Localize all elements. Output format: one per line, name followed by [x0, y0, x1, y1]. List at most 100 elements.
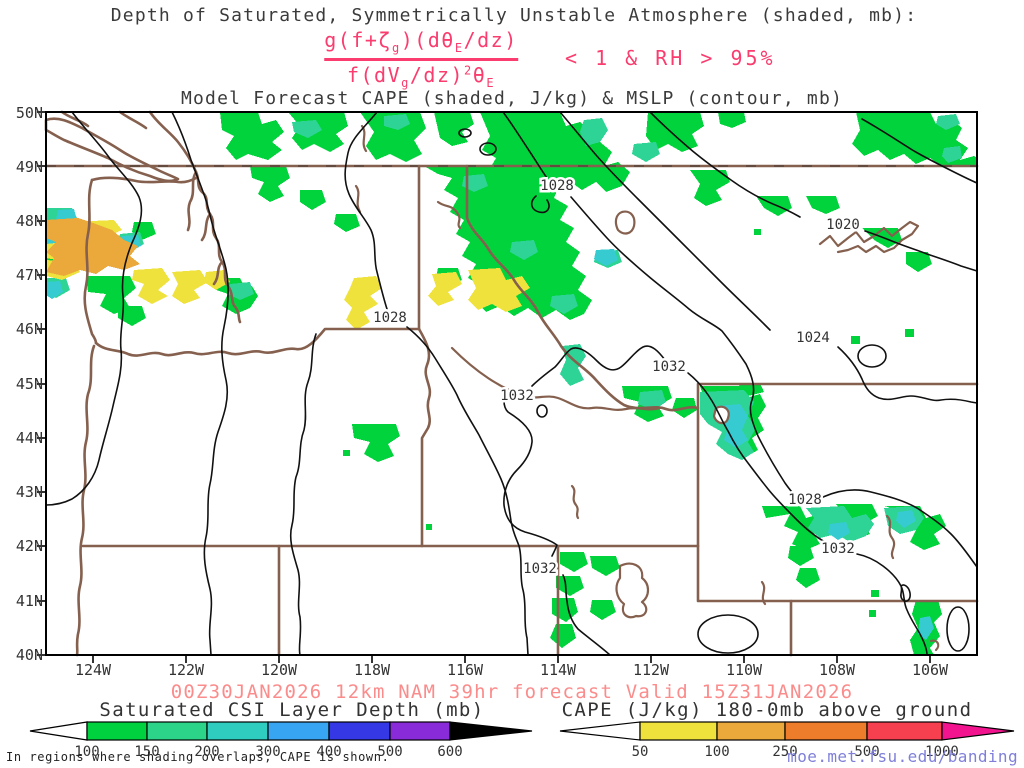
- contour-oval-3: [857, 344, 887, 368]
- lat-label: 47N: [16, 266, 43, 284]
- lat-label: 46N: [16, 320, 43, 338]
- north-platte-river: [885, 514, 896, 560]
- contour-coast: [45, 111, 143, 506]
- colorbar-segment: [716, 721, 786, 741]
- latitude-axis: 50N 49N 48N 47N 46N 45N 44N 43N 42N 41N …: [16, 104, 43, 664]
- subtitle: Model Forecast CAPE (shaded, J/kg) & MSL…: [180, 88, 844, 109]
- colorbar-tick: 100: [704, 744, 729, 760]
- formula-fraction-bar: [324, 58, 518, 61]
- formula-denominator: f(dVg/dz)2θE: [346, 63, 496, 90]
- rivers-lakes: [354, 124, 940, 652]
- cape-overflow-arrow: [941, 721, 1015, 741]
- mslp-contours: [45, 111, 978, 656]
- colorbar-tick: 1000: [925, 744, 959, 760]
- colorbar-tick: 200: [194, 744, 219, 760]
- lat-label: 50N: [16, 104, 43, 122]
- state-borders: [44, 110, 979, 657]
- lat-label: 49N: [16, 158, 43, 176]
- colorbar-tick: 400: [316, 744, 341, 760]
- colorbar-segment: [784, 721, 868, 741]
- great-salt-lake: [615, 562, 650, 619]
- flathead-lake: [614, 210, 636, 235]
- contour-label: 1020: [826, 217, 860, 233]
- border-wyoming: [696, 382, 979, 603]
- colorbar-tick: 100: [74, 744, 99, 760]
- colorbar-segment: [639, 721, 718, 741]
- border-mt-id: [465, 164, 700, 412]
- contour-oval-2: [479, 142, 497, 156]
- lon-label: 116W: [447, 661, 484, 679]
- colorbar-segment: [206, 721, 269, 741]
- lat-label: 40N: [16, 646, 43, 664]
- coastline-juan-de-fuca: [90, 176, 198, 184]
- cape-colorbar-title: CAPE (J/kg) 180-0mb above ground: [561, 699, 973, 721]
- lat-label: 45N: [16, 375, 43, 393]
- lon-label: 122W: [168, 661, 205, 679]
- green-river: [760, 580, 767, 606]
- contour-1020: [649, 111, 978, 272]
- contour-oval-4: [946, 606, 970, 652]
- contour-oval-6: [697, 614, 759, 654]
- small-river-se: [929, 639, 940, 652]
- axis-ticks: [37, 111, 931, 663]
- contour-label: 1032: [500, 388, 534, 404]
- lon-label: 120W: [261, 661, 298, 679]
- contour-label: 1032: [652, 359, 686, 375]
- lat-label: 48N: [16, 212, 43, 230]
- contour-label: 1032: [821, 541, 855, 557]
- overlap-note: In regions where shading overlaps, CAPE …: [6, 750, 390, 764]
- csi-overflow-arrow: [449, 721, 533, 741]
- lat-label: 41N: [16, 592, 43, 610]
- colorbar-tick: 300: [255, 744, 280, 760]
- lon-label: 106W: [912, 661, 949, 679]
- page-title: Depth of Saturated, Symmetrically Unstab…: [110, 5, 918, 26]
- contour-1028-east: [502, 111, 978, 568]
- snake-river: [450, 346, 662, 411]
- colorbar-segment: [86, 721, 148, 741]
- lon-label: 110W: [726, 661, 763, 679]
- csi-colorbar-title: Saturated CSI Layer Depth (mb): [99, 699, 485, 721]
- lat-label: 42N: [16, 537, 43, 555]
- colorbar-segment: [328, 721, 391, 741]
- coastline-sound-branches: [186, 170, 224, 286]
- contour-ne-corner: [861, 118, 978, 184]
- contour-oval-5: [536, 404, 548, 418]
- contour-1032: [503, 345, 928, 656]
- contour-label: 1028: [373, 310, 407, 326]
- contour-label-layer: 1028 1028 1028 1020 1024 1032 1032 1032 …: [371, 176, 863, 580]
- bear-river: [570, 484, 580, 520]
- contour-west2: [171, 111, 229, 656]
- colorbar-tick: 500: [377, 744, 402, 760]
- cape-underflow-arrow: [559, 721, 641, 741]
- colorbar-tick: 150: [134, 744, 159, 760]
- lon-label: 108W: [819, 661, 856, 679]
- coastline-pacific: [75, 178, 98, 657]
- csi-underflow-arrow: [29, 721, 88, 741]
- contour-oval-1: [458, 128, 472, 138]
- lat-label: 44N: [16, 429, 43, 447]
- contour-label: 1032: [523, 561, 557, 577]
- lon-label: 124W: [75, 661, 112, 679]
- csi-formula: g(f+ζg)(dθE/dz) f(dVg/dz)2θE: [324, 28, 518, 90]
- contour-1024: [559, 111, 978, 404]
- colorbar-segment: [389, 721, 451, 741]
- contour-label: 1028: [540, 178, 574, 194]
- longitude-axis: 124W 122W 120W 118W 116W 114W 112W 110W …: [75, 661, 949, 679]
- coastline-vancouver-island: [44, 117, 180, 183]
- formula-condition: < 1 & RH > 95%: [565, 46, 776, 70]
- contour-label: 1024: [796, 330, 830, 346]
- coastline-bc-inlets: [60, 110, 148, 130]
- colorbar-segment: [146, 721, 208, 741]
- formula-numerator: g(f+ζg)(dθE/dz): [324, 28, 518, 55]
- colorbar-tick: 500: [854, 744, 879, 760]
- lon-label: 114W: [540, 661, 577, 679]
- source-url-link[interactable]: moe.met.fsu.edu/banding: [787, 747, 1018, 766]
- lon-label: 118W: [354, 661, 391, 679]
- cape-colorbar: 50 100 250 500 1000: [559, 721, 1015, 760]
- colorbar-tick: 250: [772, 744, 797, 760]
- border-or-id-snake: [417, 327, 432, 548]
- lon-label: 112W: [633, 661, 670, 679]
- contour-1028-west: [344, 111, 529, 656]
